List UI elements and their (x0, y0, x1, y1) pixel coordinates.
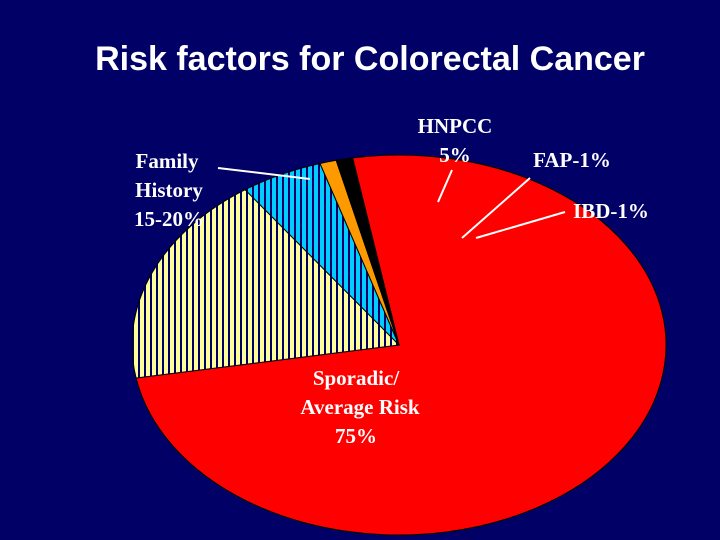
slice-label-line: FAP-1% (533, 148, 611, 172)
slice-label-line: Average Risk (300, 395, 419, 419)
slide-title: Risk factors for Colorectal Cancer (95, 40, 645, 78)
slice-label: Sporadic/Average Risk 75% (300, 366, 419, 448)
slice-label-line: Sporadic/ (313, 366, 401, 390)
slice-label-line: History (135, 178, 203, 202)
slice-label-line: Family (136, 149, 199, 173)
leader-line (437, 169, 453, 203)
slice-label: Family History 15-20% (134, 149, 204, 231)
slice-label-line: HNPCC (418, 114, 493, 138)
slice-label-line: 5% (439, 143, 471, 167)
slice-label-line: IBD-1% (573, 199, 649, 223)
slice-label: FAP-1% (533, 148, 611, 172)
slice-label: HNPCC 5% (418, 114, 493, 167)
leader-line (217, 167, 311, 180)
leader-line (461, 177, 531, 239)
leader-line (475, 211, 566, 239)
slice-label: IBD-1% (573, 199, 649, 223)
pie-slice-family-history (131, 189, 401, 379)
pie-slice-ibd (335, 157, 400, 346)
slice-label-line: 15-20% (134, 207, 204, 231)
pie-slice-sporadic-average-risk (135, 154, 667, 536)
slice-label-line: 75% (335, 424, 377, 448)
